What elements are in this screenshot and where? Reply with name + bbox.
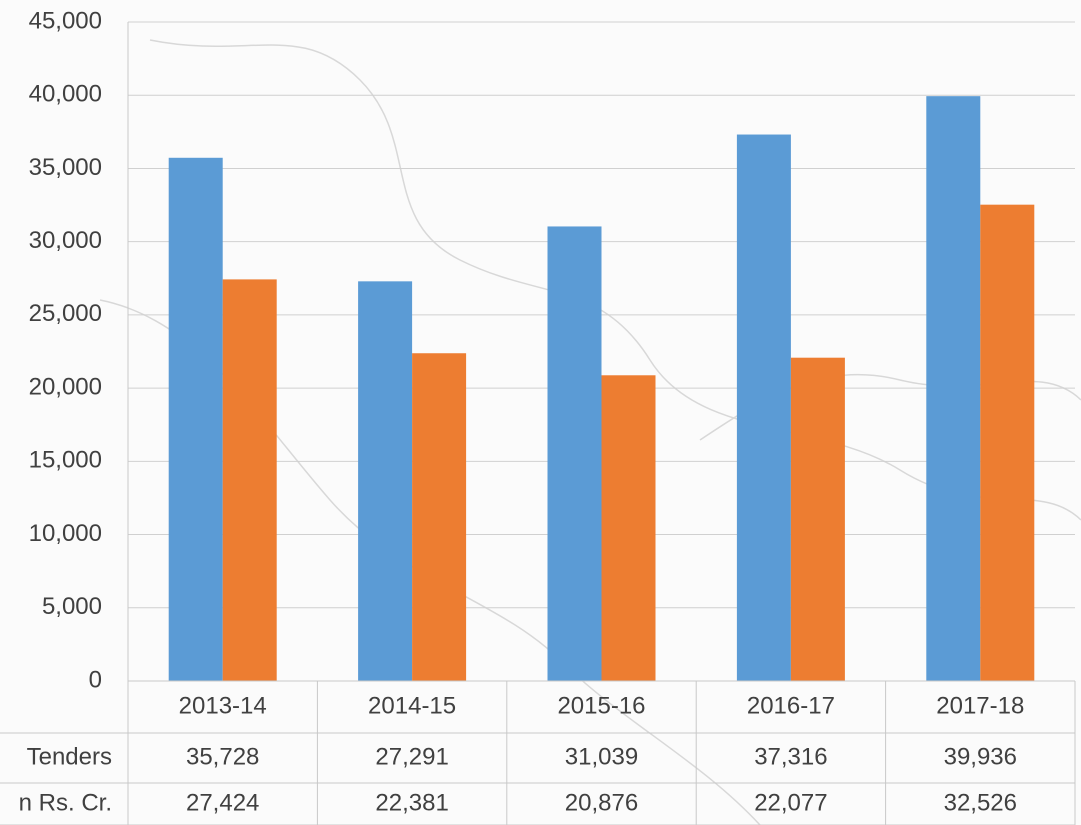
bar <box>358 281 413 681</box>
x-tick-label: 2014-15 <box>368 692 456 719</box>
table-value: 27,291 <box>375 743 448 770</box>
x-tick-label: 2013-14 <box>179 692 267 719</box>
table-value: 27,424 <box>186 789 259 816</box>
table-value: 31,039 <box>565 743 638 770</box>
y-tick-label: 10,000 <box>29 520 102 547</box>
y-tick-label: 20,000 <box>29 373 102 400</box>
y-tick-label: 35,000 <box>29 154 102 181</box>
bar <box>926 96 981 681</box>
y-tick-label: 5,000 <box>42 593 102 620</box>
y-tick-label: 45,000 <box>29 7 102 34</box>
table-value: 20,876 <box>565 789 638 816</box>
bar <box>601 375 656 681</box>
table-value: 32,526 <box>944 789 1017 816</box>
table-value: 35,728 <box>186 743 259 770</box>
bar <box>980 204 1035 681</box>
x-tick-label: 2015-16 <box>557 692 645 719</box>
x-tick-label: 2017-18 <box>936 692 1024 719</box>
bar <box>736 134 791 682</box>
table-value: 37,316 <box>754 743 827 770</box>
y-tick-label: 25,000 <box>29 300 102 327</box>
y-tick-label: 30,000 <box>29 227 102 254</box>
bar <box>790 357 845 681</box>
bar <box>547 226 602 681</box>
bar <box>168 157 223 681</box>
legend-label: Tenders <box>27 743 112 770</box>
bar <box>222 279 277 681</box>
table-value: 22,381 <box>375 789 448 816</box>
x-tick-label: 2016-17 <box>747 692 835 719</box>
y-tick-label: 15,000 <box>29 447 102 474</box>
y-tick-label: 0 <box>89 666 102 693</box>
legend-label: n Rs. Cr. <box>19 789 112 816</box>
y-tick-label: 40,000 <box>29 81 102 108</box>
table-value: 39,936 <box>944 743 1017 770</box>
table-value: 22,077 <box>754 789 827 816</box>
bar <box>412 353 467 681</box>
